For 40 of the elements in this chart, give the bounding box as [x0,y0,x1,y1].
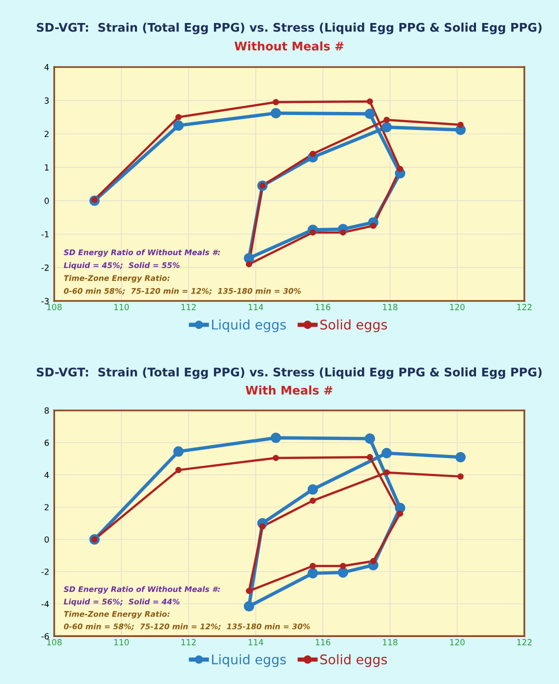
chart-subtitle: With Meals # [246,386,332,395]
legend-label: Liquid eggs [212,654,286,667]
x-tick-label: 114 [248,639,264,646]
x-tick-label: 112 [182,639,196,646]
x-tick-label: 116 [316,639,330,646]
x-tick-label: 110 [114,304,129,310]
x-tick-label: 116 [316,304,330,310]
x-tick-label: 114 [248,304,264,310]
legend-label: Liquid eggs [212,319,286,332]
x-tick-label: 118 [382,304,398,310]
x-tick-label: 110 [114,639,129,646]
y-tick-label: -4 [41,600,49,608]
chart-title: SD-VGT: Strain (Total Egg PPG) vs. Stress (Liquid Egg PPG & Solid Egg PPG) [36,22,542,34]
x-tick-label: 108 [47,639,62,646]
y-tick-label: 3 [44,97,49,104]
chart-title: SD-VGT: Strain (Total Egg PPG) vs. Stress (Liquid Egg PPG & Solid Egg PPG) [36,367,542,379]
y-tick-label: 2 [44,504,49,510]
y-tick-label: 4 [44,472,49,478]
y-tick-label: -2 [41,264,49,271]
y-tick-label: 0 [44,198,49,204]
y-tick-label: -6 [41,633,49,640]
legend-label: Solid eggs [320,319,387,332]
x-tick-label: 122 [517,639,532,646]
y-tick-label: -2 [41,568,49,575]
y-tick-label: 0 [44,536,49,543]
legend-label: Solid eggs [320,654,387,667]
y-tick-label: -1 [41,231,49,238]
y-tick-label: 1 [44,164,49,170]
x-tick-label: 108 [47,304,62,310]
x-tick-label: 120 [450,304,465,310]
x-tick-label: 112 [182,304,196,310]
y-tick-label: 8 [44,407,49,414]
chart-subtitle: Without Meals # [234,41,344,51]
y-tick-label: 2 [44,130,49,138]
x-tick-label: 118 [382,639,398,646]
y-tick-label: -3 [41,298,49,304]
x-tick-label: 122 [517,304,532,310]
x-tick-label: 120 [450,639,465,646]
y-tick-label: 4 [44,64,49,70]
y-tick-label: 6 [44,440,49,446]
